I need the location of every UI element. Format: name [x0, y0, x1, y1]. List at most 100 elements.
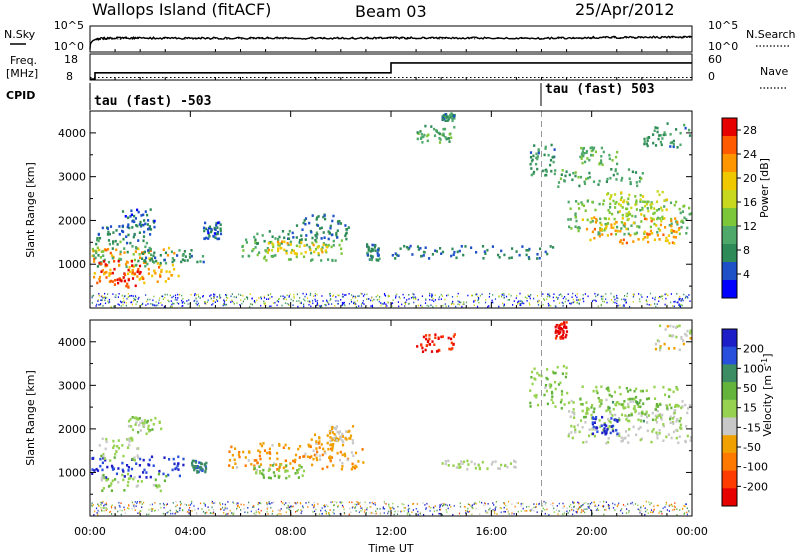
colorbar-segment [722, 118, 737, 137]
range-cell [127, 469, 130, 472]
range-cell [653, 508, 655, 511]
range-cell [263, 295, 265, 298]
range-cell [277, 249, 280, 253]
range-cell [431, 296, 433, 298]
range-cell [237, 502, 239, 504]
range-cell [201, 255, 205, 258]
range-cell [667, 347, 670, 350]
range-cell [291, 248, 294, 252]
range-cell [122, 276, 125, 279]
range-cell [494, 298, 497, 300]
range-cell [157, 304, 159, 306]
range-cell [341, 301, 344, 304]
range-cell [599, 500, 601, 503]
range-cell [422, 502, 424, 504]
range-cell [176, 464, 179, 468]
range-cell [171, 296, 173, 299]
range-cell [204, 503, 206, 506]
range-cell [218, 221, 221, 224]
range-cell [639, 176, 642, 180]
range-cell [429, 294, 431, 297]
range-cell [574, 294, 577, 297]
range-cell [259, 442, 262, 446]
range-cell [517, 510, 519, 513]
range-cell [147, 227, 150, 231]
range-cell [594, 504, 596, 506]
range-cell [306, 455, 309, 459]
range-cell [268, 451, 271, 454]
range-cell [304, 299, 306, 302]
range-cell [424, 348, 427, 352]
range-cell [598, 419, 601, 422]
range-cell [214, 293, 216, 296]
range-cell [650, 205, 653, 209]
range-cell [141, 506, 143, 508]
range-cell [670, 229, 673, 233]
range-cell [602, 202, 605, 206]
range-cell [609, 195, 612, 199]
range-cell [567, 432, 571, 436]
range-cell [315, 240, 318, 244]
range-cell [545, 170, 548, 173]
range-cell [262, 476, 265, 479]
range-cell [108, 298, 110, 301]
range-cell [364, 293, 366, 296]
range-cell [219, 508, 222, 511]
range-cell [610, 417, 613, 420]
range-cell [613, 390, 617, 394]
range-cell [134, 501, 136, 503]
range-cell [612, 424, 615, 428]
range-cell [153, 304, 155, 306]
range-cell [143, 501, 145, 504]
range-cell [325, 511, 327, 513]
range-cell [374, 244, 377, 247]
x-axis-label: Time UT [367, 542, 413, 554]
range-cell [210, 228, 213, 231]
range-cell [358, 503, 360, 505]
range-cell [397, 254, 400, 257]
range-cell [445, 305, 447, 307]
range-cell [331, 438, 334, 442]
range-cell [152, 464, 155, 467]
range-cell [286, 507, 288, 509]
range-cell [433, 134, 437, 137]
range-cell [148, 463, 151, 467]
range-cell [439, 247, 442, 250]
range-cell [345, 237, 348, 241]
range-cell [467, 503, 469, 505]
range-cell [661, 215, 664, 219]
range-cell [150, 253, 153, 257]
range-cell [237, 504, 239, 507]
range-cell [261, 234, 264, 237]
range-cell [283, 236, 286, 240]
range-cell [681, 299, 683, 301]
colorbar-tick-label: 20 [743, 172, 757, 185]
range-cell [641, 296, 643, 298]
range-cell [279, 509, 281, 512]
range-cell [95, 467, 98, 471]
range-cell [456, 295, 458, 298]
range-cell [310, 230, 313, 234]
range-cell [680, 335, 683, 339]
range-cell [330, 427, 334, 430]
range-cell [308, 303, 310, 306]
range-cell [676, 403, 679, 407]
range-cell [688, 212, 691, 216]
range-cell [582, 154, 585, 158]
range-cell [662, 423, 665, 426]
range-cell [371, 249, 374, 253]
range-cell [121, 229, 124, 233]
range-cell [291, 231, 294, 235]
range-cell [371, 243, 374, 247]
range-cell [652, 297, 654, 299]
range-cell [672, 229, 675, 233]
range-cell [163, 504, 165, 506]
range-cell [268, 305, 271, 308]
range-cell [614, 155, 618, 159]
range-cell [683, 513, 685, 515]
range-cell [463, 303, 465, 305]
range-cell [473, 462, 476, 466]
colorbar-segment [722, 488, 737, 507]
range-cell [622, 504, 625, 506]
range-cell [294, 458, 297, 462]
